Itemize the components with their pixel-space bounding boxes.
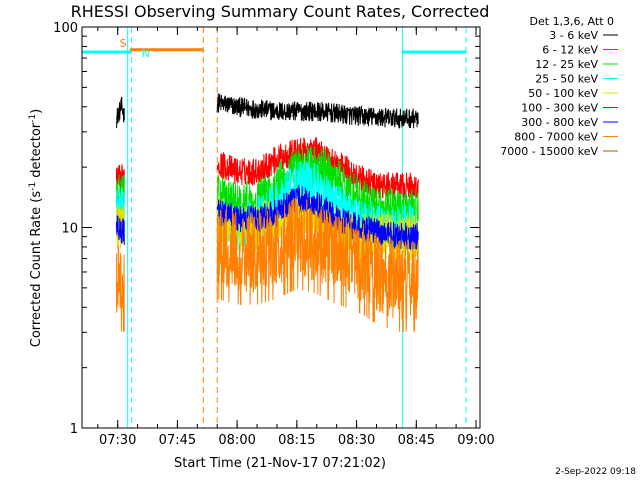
legend-label-5: 100 - 300 keV xyxy=(521,102,598,115)
legend-label-0: 3 - 6 keV xyxy=(549,29,598,42)
x-tick-label: 08:00 xyxy=(218,433,255,448)
x-axis-ticks: 07:30 07:45 08:00 08:15 08:30 08:45 09:00 xyxy=(97,27,495,448)
legend-label-4: 50 - 100 keV xyxy=(528,87,598,100)
series-traces xyxy=(115,93,419,333)
series-5-segment-1 xyxy=(216,184,419,251)
series-0-segment-0 xyxy=(115,96,125,129)
series-6-segment-0 xyxy=(115,245,125,332)
series-1-segment-1 xyxy=(216,137,419,201)
footer-date: 2-Sep-2022 09:18 xyxy=(555,467,636,477)
y-axis-label-sup2: -1 xyxy=(28,114,38,123)
state-bar-label-0: S xyxy=(120,37,127,50)
y-axis-label: Corrected Count Rate (s-1 detector-1) xyxy=(28,109,44,347)
y-axis-label-end: ) xyxy=(29,109,44,114)
plot-area: SN xyxy=(81,27,467,428)
x-tick-label: 07:45 xyxy=(159,433,196,448)
x-tick-label: 08:45 xyxy=(398,433,435,448)
y-tick-label: 1 xyxy=(70,422,78,437)
series-5-segment-0 xyxy=(115,215,125,246)
legend-label-8: 7000 - 15000 keV xyxy=(500,145,598,158)
legend-label-2: 12 - 25 keV xyxy=(535,58,598,71)
series-0-segment-1 xyxy=(216,93,419,129)
legend-label-7: 800 - 7000 keV xyxy=(514,131,598,144)
x-tick-label: 09:00 xyxy=(457,433,494,448)
chart-title: RHESSI Observing Summary Count Rates, Co… xyxy=(71,2,490,21)
y-axis-label-sup1: -1 xyxy=(28,182,38,191)
y-tick-label: 100 xyxy=(53,21,78,36)
x-tick-label: 08:15 xyxy=(278,433,315,448)
y-axis-ticks: 1 10 100 xyxy=(53,21,480,437)
legend-header: Det 1,3,6, Att 0 xyxy=(530,15,614,28)
y-axis-label-main: Corrected Count Rate (s xyxy=(29,191,44,348)
legend-label-6: 300 - 800 keV xyxy=(521,116,598,129)
x-axis-label: Start Time (21-Nov-17 07:21:02) xyxy=(174,456,386,471)
legend-label-3: 25 - 50 keV xyxy=(535,73,598,86)
state-bar-label-1: N xyxy=(142,47,150,60)
y-axis-label-mid: detector xyxy=(29,122,44,182)
x-tick-label: 08:30 xyxy=(338,433,375,448)
y-tick-label: 10 xyxy=(61,222,78,237)
series-6-segment-1 xyxy=(216,197,419,333)
legend-label-1: 6 - 12 keV xyxy=(542,44,598,57)
x-tick-label: 07:30 xyxy=(99,433,136,448)
